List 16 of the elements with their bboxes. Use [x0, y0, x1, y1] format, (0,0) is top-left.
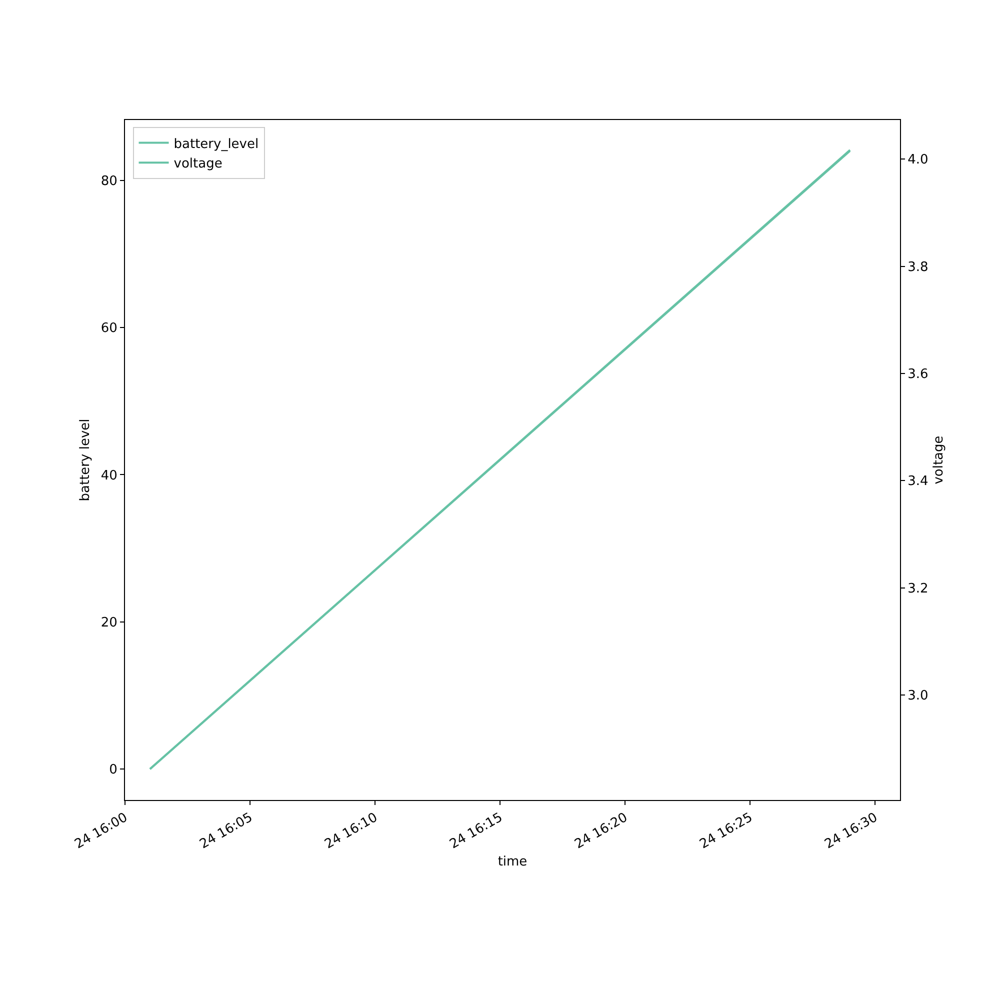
y-tick-label: 40 [100, 468, 118, 484]
y2-tick-label: 3.4 [908, 474, 928, 490]
legend-label: battery_level [174, 136, 259, 152]
y-tick-label: 60 [100, 321, 118, 336]
y-tick-label: 80 [100, 174, 118, 189]
y-axis-title: battery level [78, 418, 93, 502]
x-axis-title: time [498, 854, 528, 870]
y-tick-label: 20 [100, 615, 118, 630]
y2-tick-label: 3.2 [908, 581, 928, 596]
y2-tick-label: 3.6 [908, 367, 928, 382]
y2-tick-label: 3.8 [908, 260, 928, 275]
legend-label: voltage [174, 156, 222, 172]
y-tick-label: 0 [109, 762, 118, 778]
y2-tick-label: 4.0 [908, 152, 928, 168]
y2-tick-label: 3.0 [908, 688, 928, 704]
y2-axis-title: voltage [932, 436, 946, 484]
